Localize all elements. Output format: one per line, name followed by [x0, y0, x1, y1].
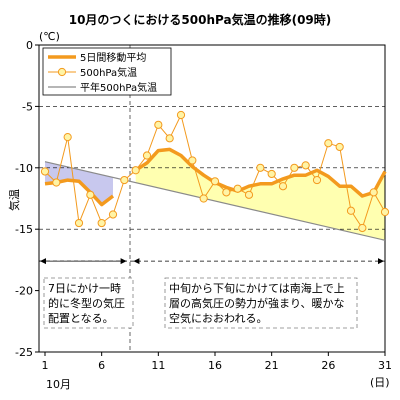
daily-temperature-point — [233, 184, 242, 193]
daily-temperature-point — [154, 120, 163, 129]
annotation-line: 空気におおわれる。 — [169, 311, 267, 325]
x-tick-label: 16 — [208, 359, 222, 372]
legend-daily-marker-swatch — [57, 67, 67, 77]
daily-temperature-point — [312, 175, 322, 185]
arrow-left-head-end — [120, 258, 127, 265]
daily-temperature-point — [63, 133, 72, 142]
annotation-line: 的に冬型の気圧 — [48, 296, 125, 310]
legend-label: 平年500hPa気温 — [80, 81, 157, 94]
series-group — [40, 110, 390, 241]
y-tick-label: -15 — [15, 223, 33, 236]
annotation-line: 7日にかけ一時 — [48, 282, 121, 295]
y-tick-label: -20 — [15, 285, 33, 298]
anomaly-fill-1 — [45, 161, 113, 205]
daily-temperature-point — [52, 178, 61, 187]
daily-temperature-point — [74, 218, 84, 228]
daily-temperature-point — [108, 210, 118, 219]
anomaly-fill-2 — [135, 149, 385, 241]
daily-temperature-point — [324, 139, 333, 148]
annotation-box-early — [43, 277, 134, 329]
annotation-line: 中旬から下旬にかけては南海上で上 — [169, 281, 345, 295]
daily-temperature-point — [142, 151, 152, 160]
x-tick-label: 26 — [321, 359, 335, 372]
y-tick-label: 0 — [26, 39, 33, 52]
series-moving-average-line-2 — [134, 147, 387, 198]
x-tick-label: 11 — [151, 359, 165, 372]
daily-temperature-point — [188, 156, 197, 165]
arrow-right-head — [378, 258, 384, 265]
y-tick-label: -10 — [15, 162, 33, 175]
y-tick-label: -5 — [22, 100, 33, 113]
daily-temperature-point — [358, 223, 367, 233]
x-tick-label: 31 — [378, 359, 392, 372]
x-tick-label: 6 — [98, 359, 105, 372]
daily-temperature-point — [380, 207, 390, 217]
daily-temperature-point — [86, 190, 95, 199]
annotation-line: 層の高気圧の勢力が強まり、暖かな — [169, 296, 345, 310]
x-tick-label: 1 — [42, 359, 49, 372]
daily-temperature-point — [199, 194, 208, 203]
daily-temperature-point — [301, 161, 310, 170]
daily-temperature-point — [346, 206, 356, 215]
daily-temperature-point — [335, 142, 344, 152]
daily-temperature-point — [369, 188, 378, 197]
x-axis-unit-label: (日) — [370, 376, 390, 389]
y-axis-label: 気温 — [7, 189, 21, 211]
legend-label: 500hPa気温 — [80, 66, 137, 79]
daily-temperature-point — [244, 190, 254, 199]
arrow-right-head-start — [133, 258, 140, 265]
daily-temperature-point — [267, 169, 276, 179]
annotation-box-mid — [164, 277, 358, 329]
daily-temperature-point — [278, 182, 288, 191]
y-tick-label: -25 — [15, 346, 33, 359]
x-tick-label: 21 — [265, 359, 279, 372]
daily-temperature-point — [290, 163, 299, 172]
daily-temperature-point — [222, 188, 231, 197]
plot-border — [38, 44, 386, 353]
annotation-line: 配置となる。 — [48, 312, 114, 325]
chart-title: 10月のつくにおける500hPa気温の推移(09時) — [69, 12, 332, 27]
daily-temperature-point — [256, 163, 265, 172]
unit-label: (℃) — [39, 30, 60, 43]
shaded-regions — [45, 149, 385, 241]
legend-label: 5日間移動平均 — [80, 51, 146, 64]
axis-ticks: 0-5-10-15-20-251 6 11 16 21 26 31 — [15, 39, 392, 372]
daily-temperature-point — [97, 218, 106, 228]
daily-temperature-point — [120, 175, 129, 185]
arrow-left-head — [40, 258, 46, 265]
daily-temperature-point — [165, 134, 174, 143]
series-normal-temperature-line — [44, 161, 386, 241]
daily-temperature-point — [210, 177, 220, 186]
daily-temperature-point — [131, 166, 140, 175]
daily-temperature-point — [40, 167, 50, 176]
daily-temperature-point — [176, 110, 186, 120]
x-axis-month-label: 10月 — [46, 378, 71, 391]
